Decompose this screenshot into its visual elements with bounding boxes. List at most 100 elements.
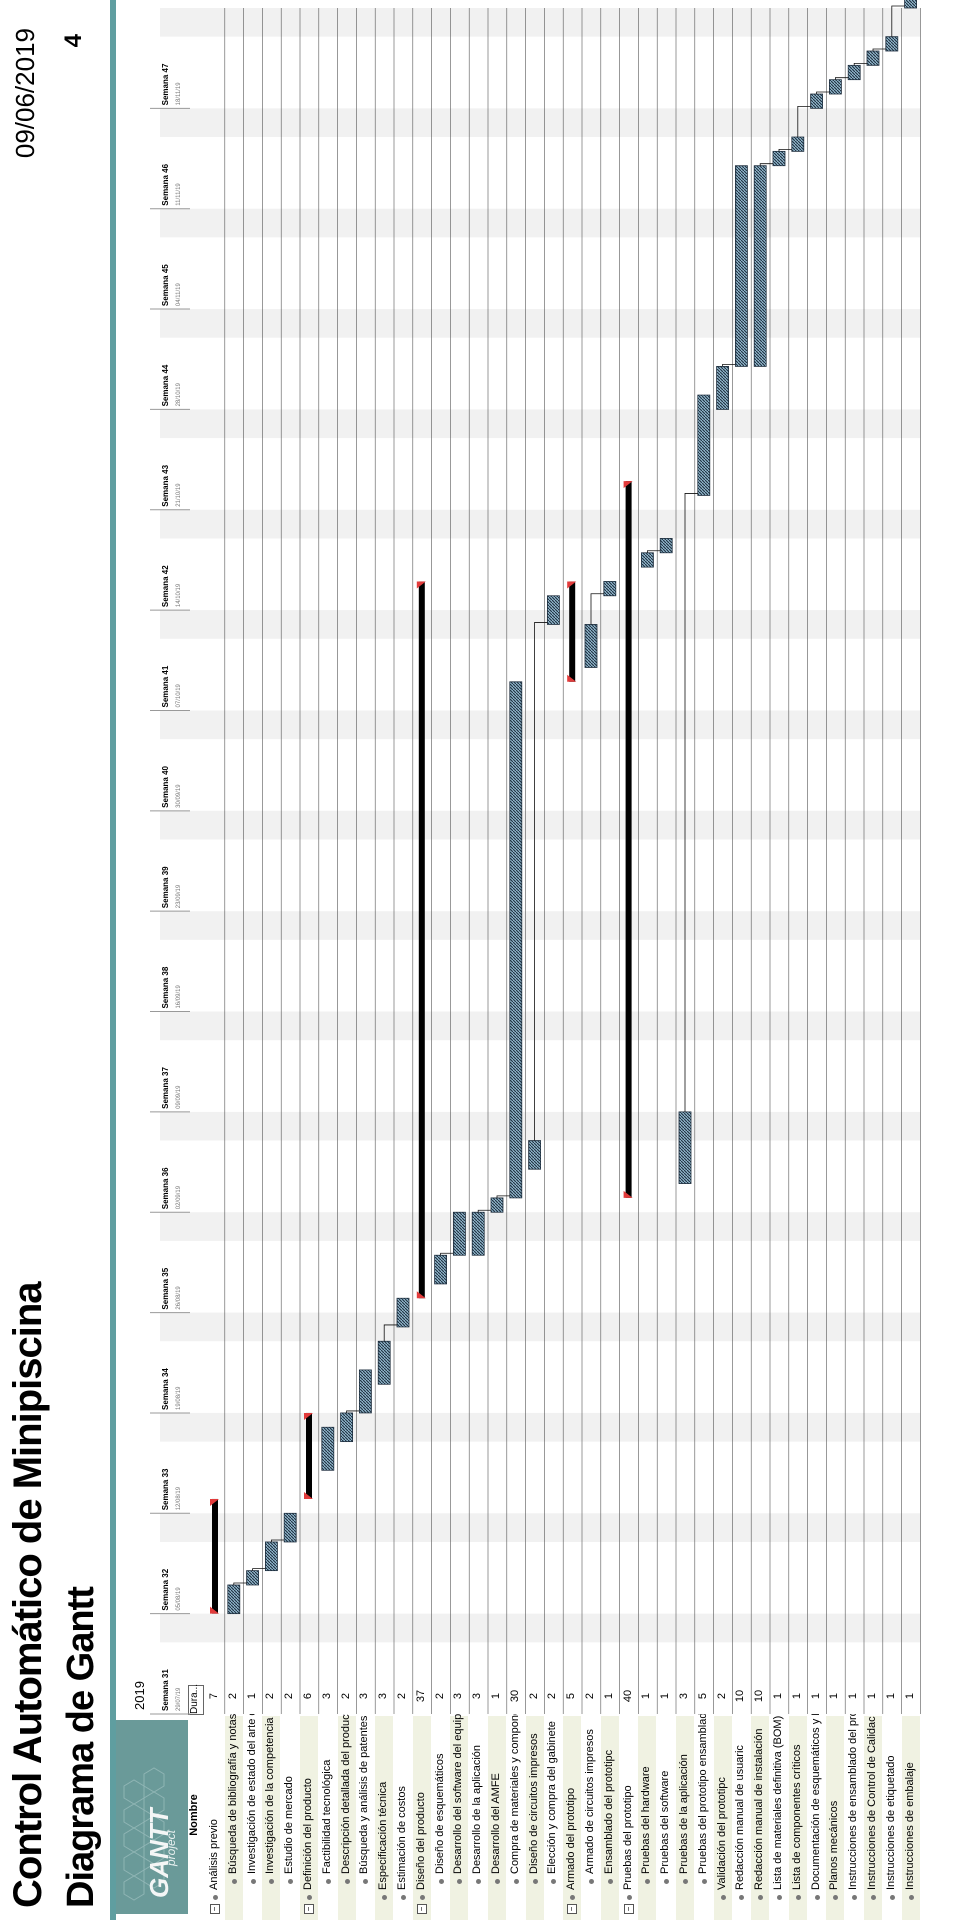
weekend-shade [160, 1412, 921, 1442]
week-date: 04/11/19 [176, 282, 182, 306]
summary-bar[interactable] [625, 481, 632, 1198]
task-bar[interactable] [885, 36, 899, 52]
dependency-arrow [759, 163, 773, 166]
summary-end-marker [416, 581, 426, 589]
task-bar[interactable] [866, 50, 880, 66]
week-label: Semana 42 [161, 565, 170, 607]
task-bar[interactable] [603, 581, 617, 597]
task-bar[interactable] [772, 150, 786, 167]
year-label: 2019 [132, 1681, 147, 1710]
week-date: 05/08/19 [176, 1587, 182, 1611]
week-date: 12/08/19 [176, 1486, 182, 1510]
summary-start-marker [304, 1491, 313, 1499]
task-bar[interactable] [791, 136, 805, 152]
week-label: Semana 44 [161, 364, 170, 406]
week-label: Semana 32 [161, 1568, 170, 1610]
week-date: 18/11/19 [176, 82, 182, 106]
task-bar[interactable] [246, 1570, 260, 1586]
weekend-shade [160, 509, 921, 539]
week-date: 23/09/19 [176, 884, 182, 908]
dependency-arrow [778, 148, 792, 152]
weekend-shade [160, 208, 921, 238]
dependency-arrow [590, 593, 604, 625]
task-bar[interactable] [753, 165, 767, 367]
weekend-shade [160, 1513, 921, 1542]
summary-end-marker [623, 481, 633, 489]
weekend-shade [160, 309, 921, 338]
task-bar[interactable] [697, 394, 711, 496]
week-label: Semana 38 [161, 966, 170, 1008]
task-bar[interactable] [659, 538, 673, 554]
task-bar[interactable] [490, 1197, 504, 1213]
weekend-shade [160, 1312, 921, 1342]
week-label: Semana 37 [161, 1067, 170, 1109]
task-bar[interactable] [396, 1297, 410, 1328]
dependency-arrow [853, 62, 867, 66]
week-label: Semana 43 [161, 464, 170, 506]
week-date: 26/08/19 [176, 1286, 182, 1310]
dependency-arrow [684, 493, 698, 1112]
dependency-arrow [835, 77, 849, 80]
task-bar[interactable] [810, 93, 823, 109]
week-date: 21/10/19 [176, 483, 182, 507]
weekend-shade [160, 1111, 921, 1141]
summary-bar[interactable] [418, 581, 425, 1299]
week-date: 29/07/19 [176, 1687, 182, 1711]
week-label: Semana 33 [161, 1468, 170, 1510]
task-bar[interactable] [283, 1512, 297, 1543]
task-bar[interactable] [377, 1340, 391, 1385]
week-label: Semana 36 [161, 1167, 170, 1209]
dependency-arrow [872, 48, 886, 52]
task-bar[interactable] [264, 1541, 278, 1572]
task-bar[interactable] [547, 595, 560, 625]
weekend-shade [160, 1212, 921, 1241]
week-label: Semana 34 [161, 1368, 170, 1410]
weekend-shade [160, 1613, 921, 1643]
week-date: 07/10/19 [176, 683, 182, 707]
dependency-arrow [722, 364, 736, 367]
task-bar[interactable] [358, 1369, 372, 1414]
week-label: Semana 47 [161, 63, 170, 105]
task-bar[interactable] [678, 1111, 692, 1184]
week-date: 28/10/19 [176, 382, 182, 406]
dependency-arrow [440, 1252, 454, 1256]
task-bar[interactable] [340, 1412, 354, 1443]
dependency-arrow [534, 622, 548, 1141]
weekend-shade [160, 108, 921, 138]
task-bar[interactable] [829, 79, 842, 95]
week-date: 09/09/19 [176, 1085, 182, 1109]
task-bar[interactable] [847, 64, 861, 81]
task-bar[interactable] [528, 1140, 541, 1170]
task-bar[interactable] [735, 165, 748, 367]
ganttproject-logo: GANTT project [116, 1720, 188, 1914]
weekend-shade [160, 810, 921, 840]
week-date: 30/09/19 [176, 784, 182, 808]
dependency-arrow [346, 1410, 360, 1413]
week-label: Semana 35 [161, 1267, 170, 1309]
dependency-arrow [477, 1209, 491, 1213]
task-bar[interactable] [641, 552, 654, 568]
summary-bar[interactable] [212, 1498, 218, 1614]
task-bar[interactable] [471, 1211, 485, 1256]
summary-bar[interactable] [569, 581, 576, 682]
task-bar[interactable] [509, 681, 523, 1199]
week-label: Semana 41 [161, 665, 170, 707]
dependency-arrow [797, 105, 811, 138]
week-date: 16/09/19 [176, 985, 182, 1009]
task-bar[interactable] [227, 1584, 241, 1615]
task-bar[interactable] [321, 1426, 335, 1471]
dependency-arrow [496, 1195, 510, 1198]
dependency-arrow [233, 1582, 247, 1585]
weekend-shade [160, 710, 921, 740]
task-bar[interactable] [452, 1211, 466, 1256]
weekend-shade [160, 911, 921, 940]
task-bar[interactable] [716, 366, 729, 410]
summary-bar[interactable] [306, 1412, 312, 1499]
task-bar[interactable] [904, 0, 917, 9]
week-date: 14/10/19 [176, 583, 182, 607]
dependency-arrow [383, 1324, 397, 1342]
task-bar[interactable] [584, 624, 598, 668]
task-bar[interactable] [434, 1254, 448, 1285]
weekend-shade [160, 610, 921, 639]
